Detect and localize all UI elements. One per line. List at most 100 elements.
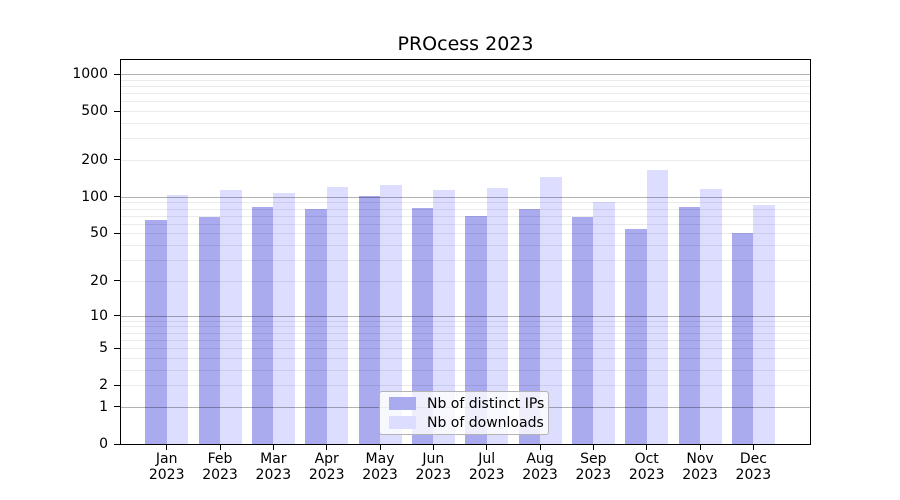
- gridline-minor: [121, 260, 810, 262]
- x-axis-tick: [486, 445, 488, 450]
- legend-swatch-downloads: [389, 416, 416, 429]
- x-tick-label-line: 2023: [362, 467, 398, 483]
- bar-downloads-mar: [273, 192, 295, 444]
- bar-ips-feb: [198, 217, 221, 444]
- y-tick-label: 20: [90, 272, 108, 289]
- gridline-minor: [121, 223, 810, 225]
- x-tick-label-line: 2023: [468, 467, 505, 483]
- bar-ips-jun: [411, 207, 434, 444]
- bar-downloads-oct: [646, 169, 669, 444]
- bar-ips-aug: [518, 209, 541, 444]
- bar-ips-dec: [731, 233, 754, 444]
- y-axis-tick: [114, 280, 120, 282]
- gridline-major: [121, 315, 810, 317]
- x-axis-tick: [539, 445, 541, 450]
- legend: Nb of distinct IPs Nb of downloads: [379, 391, 549, 435]
- x-tick-label: May 2023: [348, 451, 412, 483]
- x-tick-label: Jun 2023: [401, 451, 465, 483]
- gridline-minor: [121, 159, 810, 161]
- x-axis-tick: [592, 445, 594, 450]
- x-axis-tick: [646, 445, 648, 450]
- y-axis-tick: [114, 159, 120, 161]
- y-tick-label: 100: [81, 188, 108, 205]
- y-tick-label: 0: [99, 436, 108, 452]
- x-axis-tick: [752, 445, 754, 450]
- x-tick-label-line: Jun: [422, 451, 445, 467]
- bar-downloads-apr: [326, 186, 349, 444]
- x-tick-label: Nov 2023: [668, 451, 732, 483]
- y-axis-tick: [114, 384, 120, 386]
- gridline-major: [121, 196, 810, 198]
- gridline-minor: [121, 280, 810, 282]
- bar-ips-apr: [305, 209, 327, 444]
- y-tick-label: 10: [90, 307, 108, 324]
- x-tick-label-line: 2023: [682, 467, 718, 483]
- x-tick-label-line: Aug: [526, 451, 554, 467]
- y-tick-label: 200: [81, 151, 108, 168]
- x-axis-tick: [272, 445, 274, 450]
- gridline-minor: [121, 111, 810, 113]
- legend-swatch-distinct-ips: [389, 397, 416, 410]
- x-tick-label: Mar 2023: [241, 451, 305, 483]
- gridline-minor: [121, 122, 810, 124]
- gridline-minor: [121, 101, 810, 103]
- gridline-minor: [121, 245, 810, 247]
- gridline-minor: [121, 326, 810, 328]
- gridline-minor: [121, 233, 810, 235]
- x-tick-label-line: Mar: [260, 451, 287, 467]
- gridline-minor: [121, 85, 810, 87]
- y-axis-tick: [114, 406, 120, 408]
- bar-downloads-dec: [753, 204, 775, 444]
- gridline-minor: [121, 93, 810, 95]
- x-axis-tick: [219, 445, 221, 450]
- gridline-minor: [121, 369, 810, 371]
- legend-label-downloads: Nb of downloads: [427, 414, 544, 431]
- x-tick-label-line: 2023: [308, 467, 345, 483]
- gridline-minor: [121, 215, 810, 217]
- x-tick-label-line: Jan: [155, 451, 178, 467]
- bar-downloads-may: [380, 184, 402, 444]
- gridline-minor: [121, 138, 810, 140]
- bar-ips-oct: [625, 229, 647, 444]
- legend-label-distinct-ips: Nb of distinct IPs: [427, 395, 545, 412]
- y-axis-tick: [114, 73, 120, 75]
- bar-downloads-sep: [593, 202, 615, 444]
- x-tick-label-line: Jul: [478, 451, 496, 467]
- gridline-minor: [121, 385, 810, 387]
- x-tick-label-line: May: [365, 451, 395, 467]
- x-tick-label-line: 2023: [575, 467, 612, 483]
- gridline-minor: [121, 357, 810, 359]
- bar-downloads-jan: [166, 195, 189, 444]
- bar-downloads-feb: [220, 189, 242, 444]
- x-tick-label: Sep 2023: [561, 451, 625, 483]
- bar-ips-sep: [571, 217, 594, 444]
- x-tick-label-line: 2023: [735, 467, 772, 483]
- bar-ips-mar: [251, 207, 274, 444]
- y-axis-tick: [114, 443, 120, 445]
- x-tick-label: Oct 2023: [615, 451, 679, 483]
- y-tick-label: 50: [90, 225, 108, 242]
- bar-downloads-jun: [433, 189, 455, 444]
- y-axis-tick: [114, 110, 120, 112]
- x-axis-tick: [166, 445, 168, 450]
- chart-title: PROcess 2023: [397, 33, 534, 55]
- gridline-minor: [121, 202, 810, 204]
- x-tick-label: Jan 2023: [135, 451, 199, 483]
- bar-ips-nov: [678, 207, 701, 444]
- gridline-minor: [121, 79, 810, 81]
- x-tick-label: Apr 2023: [295, 451, 359, 483]
- legend-entry-downloads: Nb of downloads: [380, 413, 548, 432]
- x-axis-tick: [699, 445, 701, 450]
- bar-ips-jul: [465, 216, 487, 444]
- gridline-minor: [121, 320, 810, 322]
- gridline-minor: [121, 339, 810, 341]
- x-tick-label: Feb 2023: [188, 451, 252, 483]
- y-tick-label: 2: [99, 377, 108, 394]
- bar-downloads-aug: [540, 177, 562, 444]
- gridline-major: [121, 74, 810, 75]
- y-tick-label: 500: [81, 103, 108, 120]
- x-tick-label: Jul 2023: [455, 451, 519, 483]
- gridline-minor: [121, 332, 810, 334]
- x-tick-label-line: Sep: [580, 451, 607, 467]
